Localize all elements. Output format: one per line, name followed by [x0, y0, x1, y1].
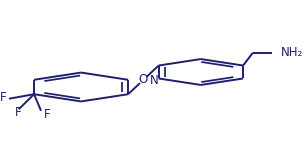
Text: F: F: [0, 92, 6, 104]
Text: NH₂: NH₂: [281, 46, 303, 59]
Text: F: F: [44, 108, 50, 120]
Text: N: N: [150, 74, 159, 87]
Text: O: O: [139, 73, 148, 86]
Text: F: F: [15, 106, 22, 119]
